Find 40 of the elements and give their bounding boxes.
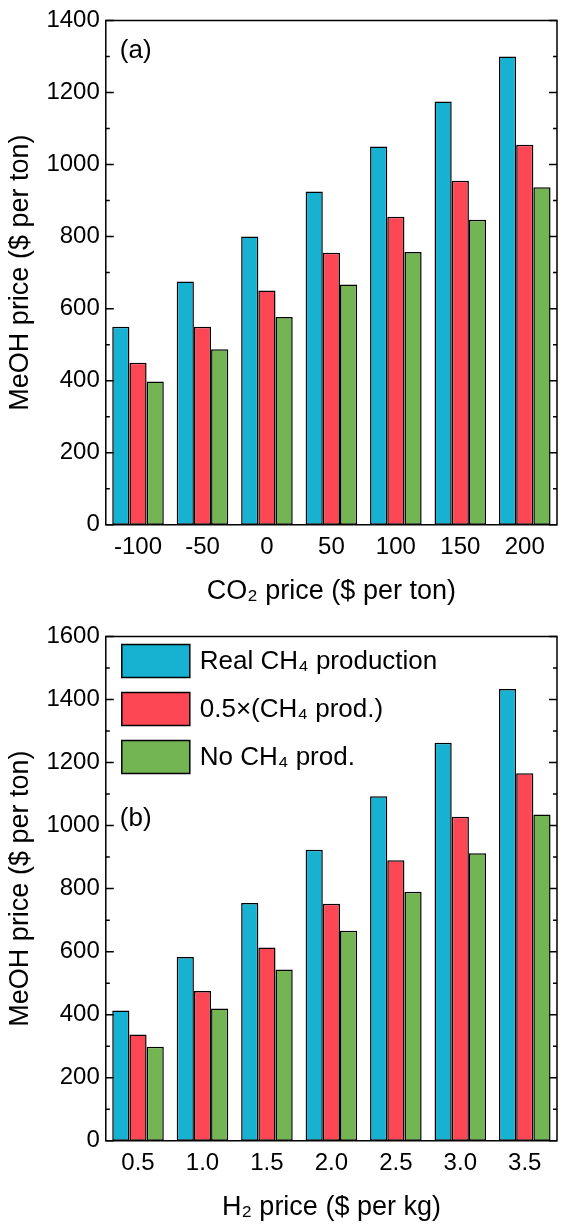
x-tick-label: 100 [375, 531, 416, 559]
x-tick-label: 1.5 [250, 1147, 284, 1175]
y-tick-label: 800 [59, 221, 100, 249]
x-tick-label: 0 [260, 531, 274, 559]
y-axis-title: MeOH price ($ per ton) [3, 134, 34, 411]
y-tick-label: 200 [59, 1062, 100, 1090]
y-tick-label: 1600 [46, 621, 100, 649]
y-tick-label: 1400 [46, 684, 100, 712]
y-tick-label: 600 [59, 293, 100, 321]
y-tick-label: 1200 [46, 77, 100, 105]
x-axis-title: H₂ price ($ per kg) [221, 1191, 441, 1222]
x-tick-label: 200 [504, 531, 545, 559]
y-tick-label: 400 [59, 999, 100, 1027]
legend-label: No CH₄ prod. [199, 740, 355, 771]
legend-label: Real CH₄ production [199, 644, 438, 675]
y-tick-label: 1200 [46, 747, 100, 775]
x-tick-label: 2.0 [314, 1147, 349, 1175]
y-tick-label: 400 [59, 365, 100, 393]
x-tick-label: -100 [114, 531, 163, 559]
x-tick-label: 0.5 [121, 1147, 155, 1175]
annotation: (b) [119, 801, 152, 832]
y-tick-label: 200 [59, 437, 100, 465]
x-tick-label: -50 [185, 531, 220, 559]
annotation: (a) [119, 33, 152, 64]
x-tick-label: 150 [440, 531, 481, 559]
y-tick-label: 600 [59, 936, 100, 964]
y-axis-title: MeOH price ($ per ton) [3, 750, 34, 1027]
x-tick-label: 3.0 [443, 1147, 477, 1175]
y-tick-label: 0 [86, 509, 100, 537]
y-tick-label: 1400 [46, 5, 100, 33]
x-tick-label: 50 [318, 531, 345, 559]
x-tick-label: 2.5 [379, 1147, 413, 1175]
legend-label: 0.5×(CH₄ prod.) [199, 692, 384, 723]
x-tick-label: 3.5 [508, 1147, 542, 1175]
y-tick-label: 1000 [46, 149, 100, 177]
y-tick-label: 1000 [46, 810, 100, 838]
y-tick-label: 800 [59, 873, 100, 901]
x-axis-title: CO₂ price ($ per ton) [206, 575, 456, 606]
x-tick-label: 1.0 [185, 1147, 220, 1175]
y-tick-label: 0 [86, 1125, 100, 1153]
